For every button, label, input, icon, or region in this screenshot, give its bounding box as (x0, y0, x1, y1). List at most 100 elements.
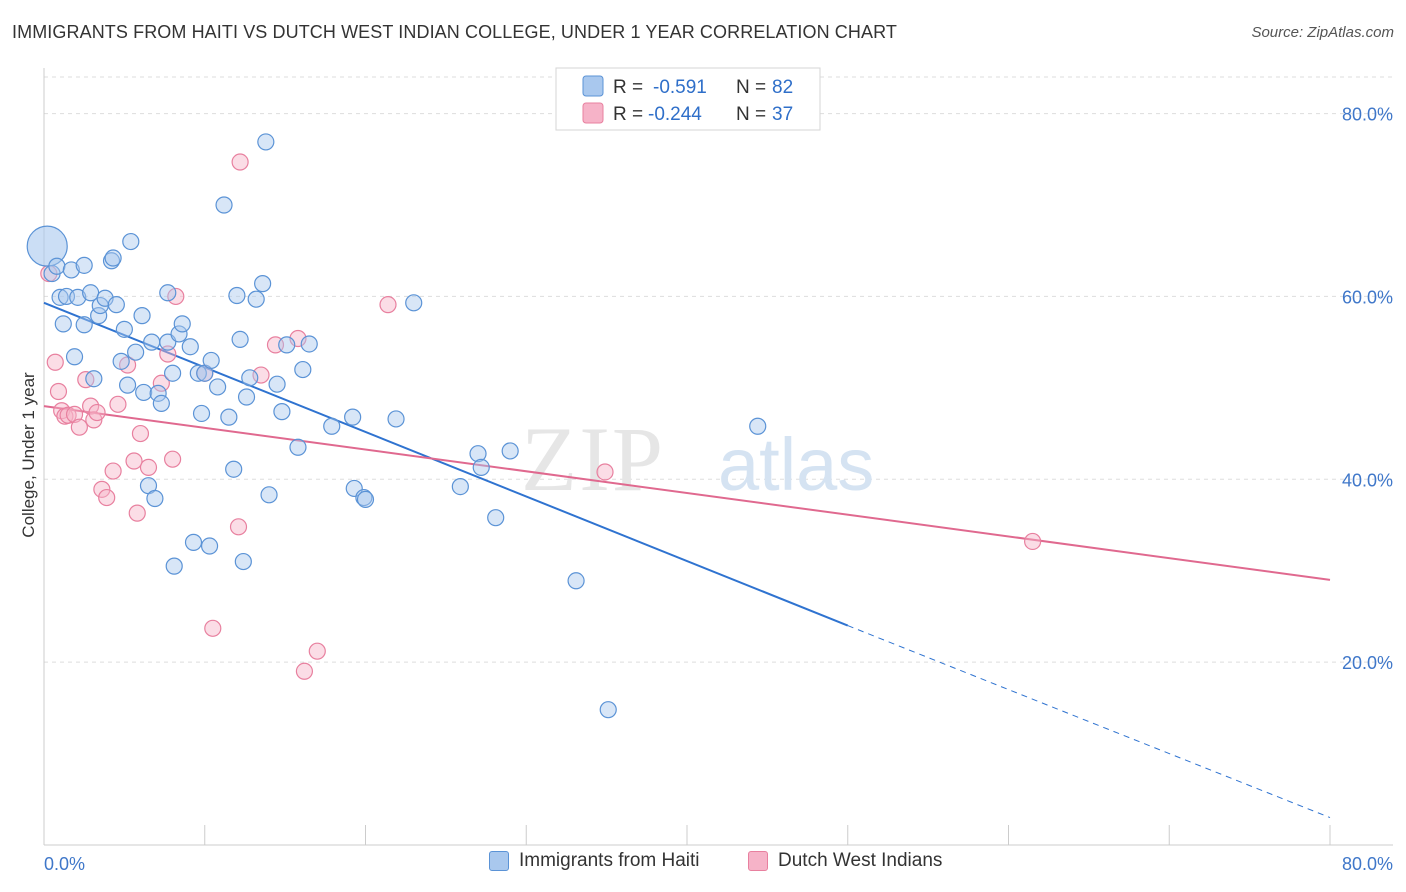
point-immigrants-from-haiti (487, 509, 505, 527)
series-immigrants-from-haiti (26, 133, 767, 719)
point-immigrants-from-haiti (202, 351, 220, 370)
point-immigrants-from-haiti (152, 394, 170, 412)
point-dutch-west-indians (164, 450, 182, 468)
point-immigrants-from-haiti (231, 330, 249, 348)
trendline-haiti (43, 301, 849, 627)
point-immigrants-from-haiti (323, 417, 341, 435)
point-dutch-west-indians (379, 296, 397, 314)
watermark: ZIP atlas (521, 408, 874, 510)
legend-swatch-blue (582, 75, 604, 97)
axes (43, 68, 1393, 846)
point-immigrants-from-haiti (237, 388, 256, 406)
point-dutch-west-indians (204, 619, 222, 637)
point-dutch-west-indians (167, 287, 185, 306)
point-immigrants-from-haiti (451, 478, 469, 496)
point-dutch-west-indians (93, 480, 111, 498)
point-immigrants-from-haiti (247, 290, 265, 308)
point-immigrants-from-haiti (54, 315, 72, 333)
point-immigrants-from-haiti (112, 352, 130, 370)
x-tick-label-max: 80.0% (1342, 854, 1393, 874)
legend-label-dutch: Dutch West Indians (778, 850, 943, 871)
y-axis-label: College, Under 1 year (19, 372, 38, 538)
point-immigrants-from-haiti (75, 256, 93, 274)
y-tick-label: 80.0% (1342, 105, 1393, 125)
point-immigrants-from-haiti (192, 404, 211, 423)
point-immigrants-from-haiti (599, 701, 617, 719)
legend-item-haiti[interactable]: Immigrants from Haiti (489, 850, 700, 872)
legend-n-label-2: N = (736, 104, 766, 125)
point-immigrants-from-haiti (85, 370, 103, 388)
legend-r-value-1: -0.591 (653, 77, 707, 98)
legend-r-label-1: R = (613, 77, 643, 98)
point-immigrants-from-haiti (165, 557, 183, 575)
legend-r-label-2: R = (613, 104, 643, 125)
watermark-atlas: atlas (718, 423, 874, 506)
point-immigrants-from-haiti (133, 307, 151, 325)
point-dutch-west-indians (128, 504, 146, 522)
point-immigrants-from-haiti (469, 445, 487, 463)
point-immigrants-from-haiti (225, 460, 243, 478)
point-dutch-west-indians (59, 406, 77, 424)
point-dutch-west-indians (231, 153, 249, 171)
point-immigrants-from-haiti (104, 249, 122, 267)
point-immigrants-from-haiti (189, 364, 207, 382)
legend-n-value-2: 37 (772, 104, 793, 125)
point-immigrants-from-haiti (146, 489, 164, 508)
point-immigrants-from-haiti (65, 348, 84, 366)
point-immigrants-from-haiti (278, 336, 296, 354)
point-immigrants-from-haiti (220, 408, 238, 426)
point-immigrants-from-haiti (254, 275, 272, 293)
chart-title: IMMIGRANTS FROM HAITI VS DUTCH WEST INDI… (12, 22, 897, 42)
x-tick-label-min: 0.0% (44, 854, 85, 874)
point-immigrants-from-haiti (294, 360, 312, 379)
point-immigrants-from-haiti (170, 325, 188, 343)
legend-item-dutch-west-indians[interactable]: Dutch West Indians (748, 850, 942, 872)
point-dutch-west-indians (98, 488, 116, 507)
point-dutch-west-indians (88, 403, 106, 422)
legend-n-label-1: N = (736, 77, 766, 98)
watermark-zip: ZIP (521, 408, 665, 510)
point-dutch-west-indians (139, 458, 158, 476)
point-immigrants-from-haiti (48, 257, 66, 275)
point-immigrants-from-haiti (102, 252, 121, 270)
point-dutch-west-indians (295, 662, 314, 680)
point-dutch-west-indians (49, 382, 68, 401)
point-immigrants-from-haiti (127, 343, 145, 361)
point-immigrants-from-haiti (356, 490, 375, 508)
y-tick-label: 60.0% (1342, 287, 1393, 307)
legend-r-value-2: -0.244 (648, 104, 702, 125)
point-immigrants-from-haiti (501, 442, 519, 460)
point-immigrants-from-haiti (159, 284, 177, 302)
point-immigrants-from-haiti (118, 376, 137, 394)
point-immigrants-from-haiti (268, 375, 286, 393)
legend-swatch-haiti (489, 851, 509, 871)
point-immigrants-from-haiti (209, 378, 227, 396)
point-immigrants-from-haiti (184, 533, 203, 551)
point-dutch-west-indians (65, 405, 84, 423)
point-dutch-west-indians (46, 353, 64, 371)
point-immigrants-from-haiti (115, 320, 133, 338)
point-immigrants-from-haiti (257, 133, 275, 151)
point-dutch-west-indians (125, 452, 143, 470)
point-dutch-west-indians (70, 418, 88, 436)
point-immigrants-from-haiti (241, 369, 259, 387)
source-label: Source: ZipAtlas.com (1251, 24, 1394, 41)
point-immigrants-from-haiti (200, 537, 219, 555)
point-immigrants-from-haiti (143, 333, 161, 351)
point-dutch-west-indians (104, 462, 122, 480)
point-immigrants-from-haiti (62, 261, 80, 279)
y-tick-labels: 20.0% 40.0% 60.0% 80.0% (1342, 105, 1393, 674)
point-dutch-west-indians (131, 424, 150, 443)
legend-label-haiti: Immigrants from Haiti (519, 850, 700, 871)
point-immigrants-from-haiti (107, 296, 125, 314)
point-dutch-west-indians (252, 366, 270, 384)
point-dutch-west-indians (109, 395, 127, 413)
point-immigrants-from-haiti (149, 384, 167, 402)
legend-swatch-dutch (748, 851, 768, 871)
point-immigrants-from-haiti (215, 196, 233, 214)
legend-bottom: Immigrants from Haiti Dutch West Indians (0, 850, 1406, 880)
series-dutch-west-indians (40, 153, 1042, 680)
legend-top: R = -0.591 N = 82 R = -0.244 N = 37 (555, 67, 821, 131)
point-immigrants-from-haiti (122, 232, 140, 251)
